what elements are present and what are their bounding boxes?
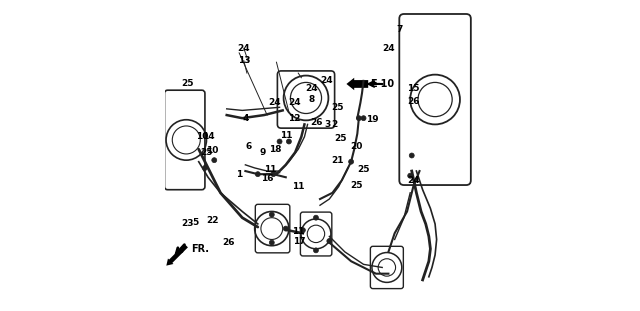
Circle shape: [361, 116, 366, 121]
Text: 26: 26: [407, 97, 420, 105]
Text: 24: 24: [382, 44, 395, 53]
Text: 17: 17: [294, 237, 306, 245]
Circle shape: [269, 240, 275, 245]
Text: 19: 19: [366, 115, 379, 124]
Text: 25: 25: [331, 103, 343, 112]
Circle shape: [314, 248, 319, 253]
Text: 26: 26: [310, 118, 323, 127]
Circle shape: [408, 173, 413, 178]
Text: 25: 25: [357, 165, 370, 174]
Text: 7: 7: [396, 25, 403, 34]
Circle shape: [212, 158, 217, 163]
Text: 24: 24: [269, 98, 281, 107]
Text: 12: 12: [288, 114, 301, 123]
Text: 10: 10: [196, 132, 208, 141]
Circle shape: [202, 165, 207, 170]
Text: 3: 3: [324, 120, 331, 129]
Text: 4: 4: [243, 114, 249, 123]
FancyArrow shape: [166, 244, 188, 266]
Circle shape: [314, 215, 319, 220]
Circle shape: [284, 226, 288, 231]
Text: 25: 25: [200, 148, 212, 157]
Text: 16: 16: [261, 174, 273, 183]
Text: 6: 6: [245, 142, 252, 151]
Text: 24: 24: [320, 77, 333, 85]
Text: 22: 22: [207, 216, 219, 225]
Text: 18: 18: [269, 145, 281, 154]
Text: 24: 24: [237, 44, 250, 53]
Text: 26: 26: [222, 238, 234, 247]
Circle shape: [277, 139, 282, 144]
Text: 25: 25: [181, 80, 193, 88]
Text: 24: 24: [305, 84, 318, 93]
Text: 14: 14: [202, 132, 214, 141]
Text: 20: 20: [351, 142, 363, 151]
Text: E-10: E-10: [370, 79, 394, 89]
Text: 11: 11: [280, 131, 292, 140]
Text: 25: 25: [351, 181, 363, 189]
Text: 21: 21: [331, 156, 343, 165]
Text: 8: 8: [308, 95, 315, 104]
Text: 15: 15: [407, 84, 420, 93]
Circle shape: [287, 139, 291, 144]
Circle shape: [300, 228, 305, 233]
Text: 24: 24: [407, 176, 420, 185]
Circle shape: [356, 116, 362, 121]
Circle shape: [349, 159, 353, 164]
Text: 11: 11: [264, 165, 276, 174]
Circle shape: [255, 172, 260, 177]
Text: 11: 11: [292, 182, 305, 191]
Text: 11: 11: [292, 227, 305, 236]
Text: 13: 13: [237, 56, 250, 65]
Text: 1: 1: [236, 170, 243, 179]
Text: 5: 5: [193, 218, 199, 227]
Text: FR.: FR.: [191, 244, 209, 254]
Text: 25: 25: [334, 134, 346, 143]
Text: 24: 24: [288, 98, 301, 107]
Text: 9: 9: [259, 148, 266, 157]
FancyArrow shape: [346, 78, 368, 90]
Text: 2: 2: [331, 120, 337, 129]
Circle shape: [327, 239, 332, 244]
Text: 23: 23: [182, 220, 194, 228]
Circle shape: [409, 153, 414, 158]
Circle shape: [269, 212, 275, 217]
Circle shape: [271, 172, 276, 177]
Text: 10: 10: [207, 146, 219, 155]
